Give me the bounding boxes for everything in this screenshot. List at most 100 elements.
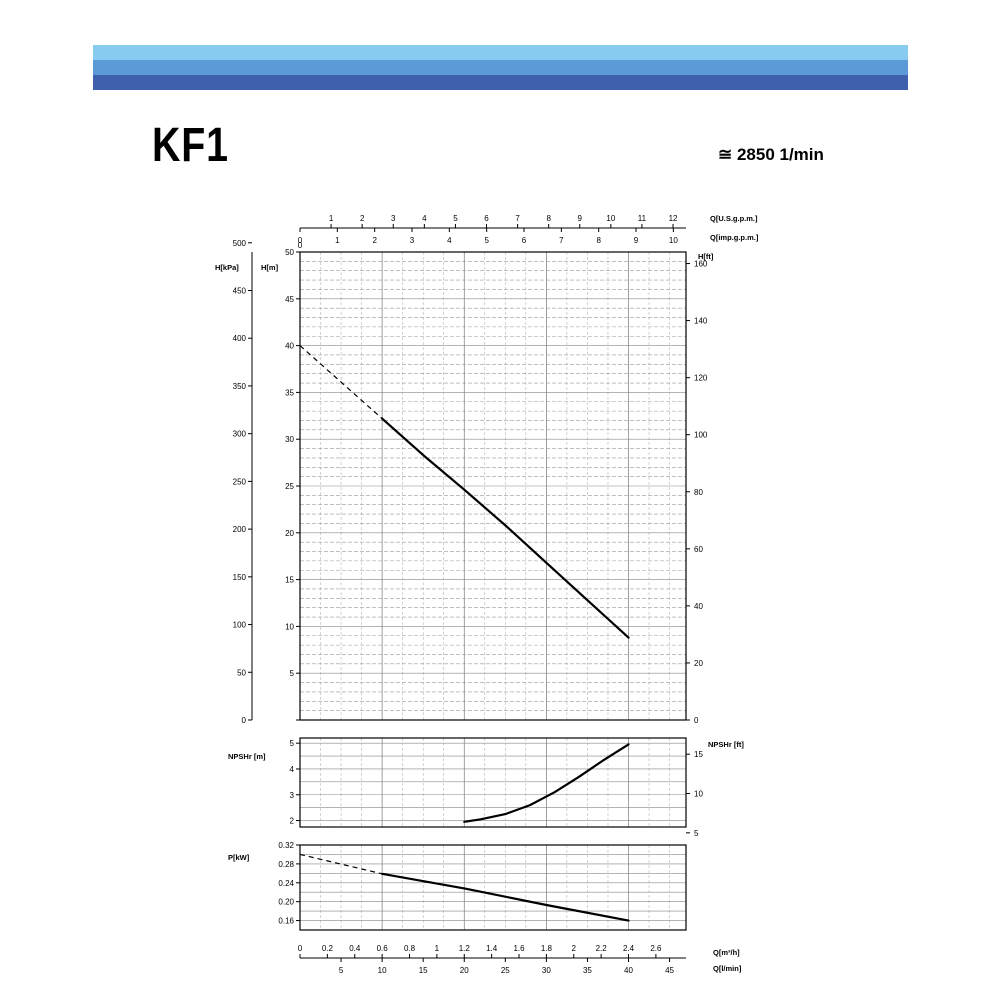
q-m3h-tick-label: 1.4 [486, 944, 498, 953]
h-ft-tick-label: 20 [694, 659, 703, 668]
speed-label: ≅ 2850 1/min [718, 145, 824, 164]
q-m3h-tick-label: 1.8 [541, 944, 553, 953]
q-m3h-tick-label: 0.6 [377, 944, 389, 953]
q-impgpm-tick-label: 3 [410, 236, 415, 245]
q-impgpm-axis-label: Q[imp.g.p.m.] [710, 233, 759, 242]
q-lmin-tick-label: 25 [501, 966, 510, 975]
p-kw-tick-label: 0.24 [278, 879, 294, 888]
header-band-dark [93, 75, 908, 90]
h-m-tick-label: 10 [285, 622, 294, 631]
npsh-m-tick-label: 4 [290, 765, 295, 774]
q-usgpm-tick-label: 9 [578, 214, 583, 223]
model-title: KF1 [152, 119, 229, 172]
h-ft-tick-label: 160 [694, 260, 708, 269]
h-kpa-tick-label: 500 [233, 239, 247, 248]
h-kpa-tick-label: 0 [242, 716, 247, 725]
h-m-tick-label: 50 [285, 248, 294, 257]
h-kpa-tick-label: 150 [233, 573, 247, 582]
h-m-tick-label: 15 [285, 576, 294, 585]
header-band-mid [93, 60, 908, 75]
q-lmin-tick-label: 30 [542, 966, 551, 975]
q-usgpm-tick-label: 7 [515, 214, 520, 223]
q-lmin-tick-label: 20 [460, 966, 469, 975]
npsh-ft-tick-label: 15 [694, 750, 703, 759]
npsh-m-tick-label: 3 [290, 791, 295, 800]
h-m-tick-label: 35 [285, 388, 294, 397]
q-impgpm-zero-label: 0 [298, 241, 303, 250]
q-lmin-tick-label: 35 [583, 966, 592, 975]
q-lmin-axis-label: Q[l/min] [713, 964, 742, 973]
npsh-ft-axis-label: NPSHr [ft] [708, 740, 744, 749]
h-kpa-tick-label: 450 [233, 286, 247, 295]
h-kpa-tick-label: 300 [233, 430, 247, 439]
h-ft-tick-label: 140 [694, 317, 708, 326]
q-m3h-tick-label: 0 [298, 944, 303, 953]
npsh-m-axis-label: NPSHr [m] [228, 752, 266, 761]
q-lmin-tick-label: 40 [624, 966, 633, 975]
q-usgpm-tick-label: 6 [484, 214, 489, 223]
q-usgpm-tick-label: 2 [360, 214, 365, 223]
head-curve-dashed [299, 345, 383, 420]
q-usgpm-tick-label: 10 [606, 214, 615, 223]
q-lmin-tick-label: 45 [665, 966, 674, 975]
q-m3h-tick-label: 2 [572, 944, 577, 953]
q-impgpm-tick-label: 6 [522, 236, 527, 245]
h-m-tick-label: 30 [285, 435, 294, 444]
q-usgpm-tick-label: 1 [329, 214, 334, 223]
q-lmin-tick-label: 10 [378, 966, 387, 975]
h-m-tick-label: 5 [290, 669, 295, 678]
power-panel-frame [299, 844, 687, 931]
q-impgpm-tick-label: 5 [484, 236, 489, 245]
q-m3h-tick-label: 1.6 [513, 944, 525, 953]
h-m-tick-label: 20 [285, 529, 294, 538]
q-m3h-tick-label: 0.8 [404, 944, 416, 953]
p-kw-tick-label: 0.32 [278, 841, 294, 850]
q-m3h-tick-label: 2.4 [623, 944, 635, 953]
h-kpa-tick-label: 50 [237, 668, 246, 677]
h-ft-tick-label: 80 [694, 488, 703, 497]
p-kw-axis-label: P[kW] [228, 853, 250, 862]
p-kw-tick-label: 0.16 [278, 917, 294, 926]
h-kpa-tick-label: 250 [233, 477, 247, 486]
q-usgpm-tick-label: 12 [669, 214, 678, 223]
h-ft-tick-label: 120 [694, 374, 708, 383]
q-m3h-tick-label: 1.2 [459, 944, 471, 953]
q-impgpm-tick-label: 10 [669, 236, 678, 245]
h-m-tick-label: 40 [285, 342, 294, 351]
q-m3h-tick-label: 2.6 [650, 944, 662, 953]
npsh-m-tick-label: 5 [290, 739, 295, 748]
q-m3h-tick-label: 0.4 [349, 944, 361, 953]
q-usgpm-axis-label: Q[U.S.g.p.m.] [710, 214, 758, 223]
q-impgpm-tick-label: 0 [298, 236, 303, 245]
q-usgpm-tick-label: 3 [391, 214, 396, 223]
h-m-tick-label: 25 [285, 482, 294, 491]
npsh-m-tick-label: 2 [290, 817, 295, 826]
q-lmin-tick-label: 5 [339, 966, 344, 975]
npsh-curve [463, 743, 630, 823]
h-kpa-tick-label: 200 [233, 525, 247, 534]
q-usgpm-tick-label: 5 [453, 214, 458, 223]
h-m-tick-label: 45 [285, 295, 294, 304]
h-ft-axis-label: H[ft] [698, 252, 714, 261]
q-impgpm-tick-label: 1 [335, 236, 340, 245]
q-lmin-tick-label: 15 [419, 966, 428, 975]
p-kw-tick-label: 0.28 [278, 860, 294, 869]
h-ft-tick-label: 100 [694, 431, 708, 440]
h-kpa-tick-label: 100 [233, 621, 247, 630]
q-usgpm-tick-label: 4 [422, 214, 427, 223]
h-m-axis-label: H[m] [261, 263, 279, 272]
q-usgpm-tick-label: 8 [546, 214, 551, 223]
h-kpa-axis-label: H[kPa] [215, 263, 239, 272]
npsh-ft-tick-label: 5 [694, 829, 699, 838]
q-impgpm-tick-label: 9 [634, 236, 639, 245]
q-usgpm-tick-label: 11 [638, 214, 647, 223]
q-impgpm-tick-label: 2 [372, 236, 377, 245]
q-m3h-axis-label: Q[m³/h] [713, 948, 740, 957]
q-m3h-tick-label: 2.2 [596, 944, 608, 953]
h-kpa-tick-label: 400 [233, 334, 247, 343]
q-impgpm-tick-label: 4 [447, 236, 452, 245]
npsh-panel-frame [299, 737, 687, 828]
q-m3h-tick-label: 1 [435, 944, 440, 953]
h-ft-tick-label: 0 [694, 716, 699, 725]
